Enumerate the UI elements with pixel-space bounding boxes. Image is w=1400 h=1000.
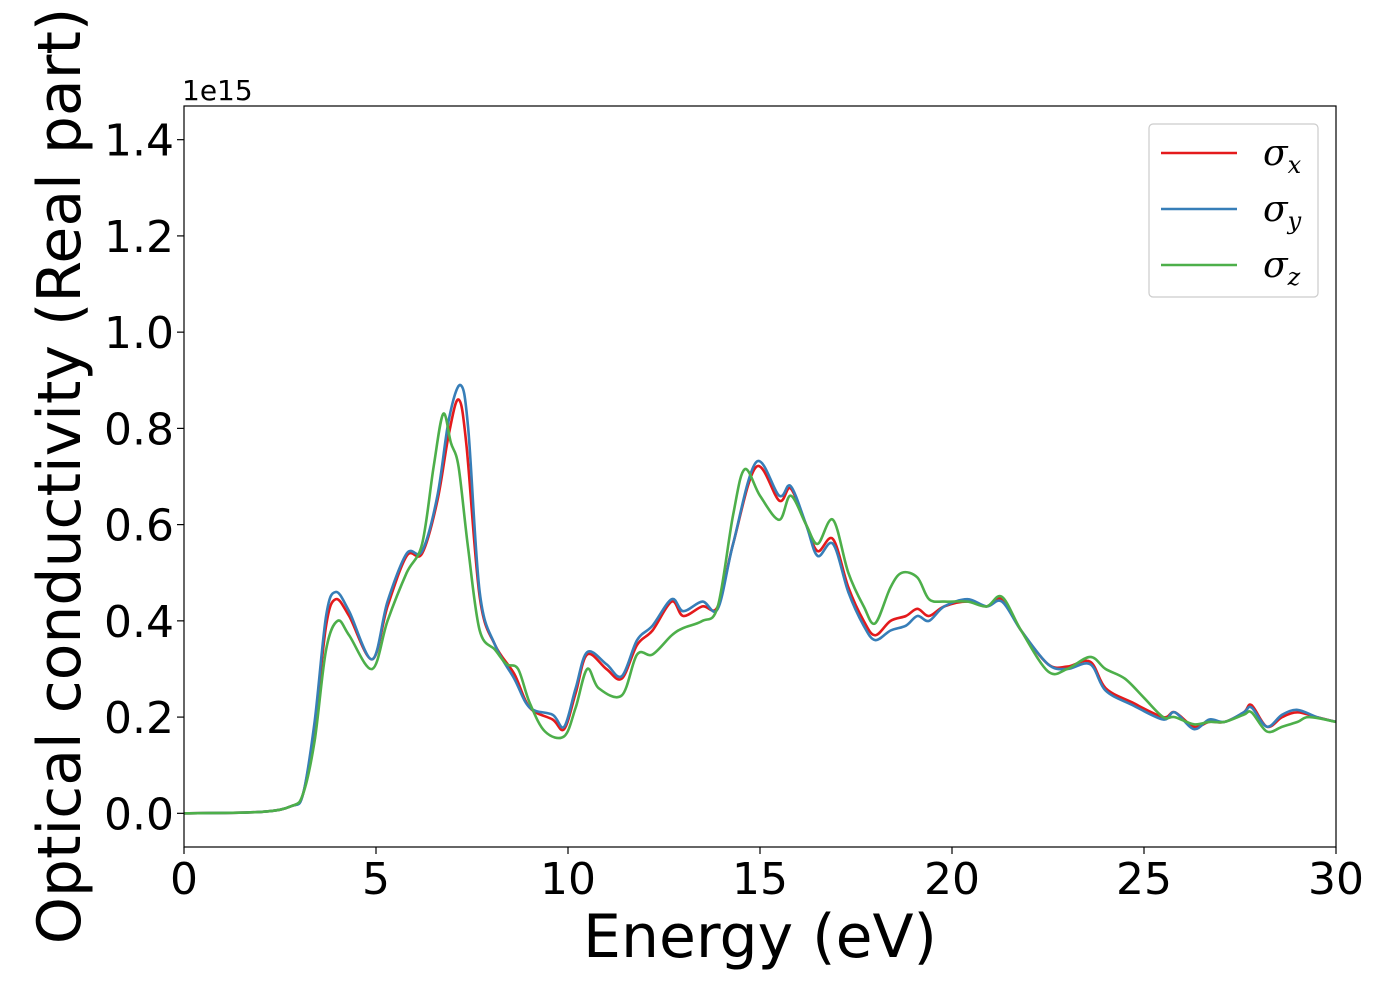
y-axis: 0.0 0.2 0.4 0.6 0.8 1.0 1.2 1.4 — [104, 116, 184, 840]
x-tick-label: 25 — [1116, 854, 1172, 905]
legend-entries: σx σy σz — [1161, 133, 1302, 291]
y-offset-label: 1e15 — [182, 74, 253, 107]
x-tick-label: 5 — [362, 854, 390, 905]
legend-label-x: σx — [1263, 133, 1302, 179]
y-tick-label: 0.8 — [104, 404, 174, 455]
x-tick-label: 0 — [170, 854, 198, 905]
series-line-z — [183, 412, 1337, 815]
legend-label-z: σz — [1263, 245, 1301, 291]
series-line-x — [183, 398, 1337, 815]
legend-label-y: σy — [1263, 189, 1302, 235]
legend: σx σy σz — [1148, 123, 1319, 298]
y-axis-label: Optical conductivity (Real part) — [25, 8, 95, 945]
y-tick-label: 0.2 — [104, 693, 174, 744]
x-axis-label: Energy (eV) — [583, 902, 937, 972]
y-tick-label: 1.0 — [104, 308, 174, 359]
y-tick-label: 1.2 — [104, 212, 174, 263]
y-tick-label: 0.6 — [104, 501, 174, 552]
x-tick-label: 30 — [1308, 854, 1364, 905]
x-tick-label: 15 — [732, 854, 788, 905]
x-tick-label: 20 — [924, 854, 980, 905]
x-axis: 0 5 10 15 20 25 30 — [170, 847, 1364, 905]
legend-frame — [1148, 123, 1319, 298]
y-tick-label: 0.0 — [104, 789, 174, 840]
y-tick-label: 1.4 — [104, 116, 174, 167]
y-tick-label: 0.4 — [104, 597, 174, 648]
series-layer — [183, 383, 1337, 815]
x-tick-label: 10 — [540, 854, 596, 905]
series-line-y — [183, 383, 1337, 815]
